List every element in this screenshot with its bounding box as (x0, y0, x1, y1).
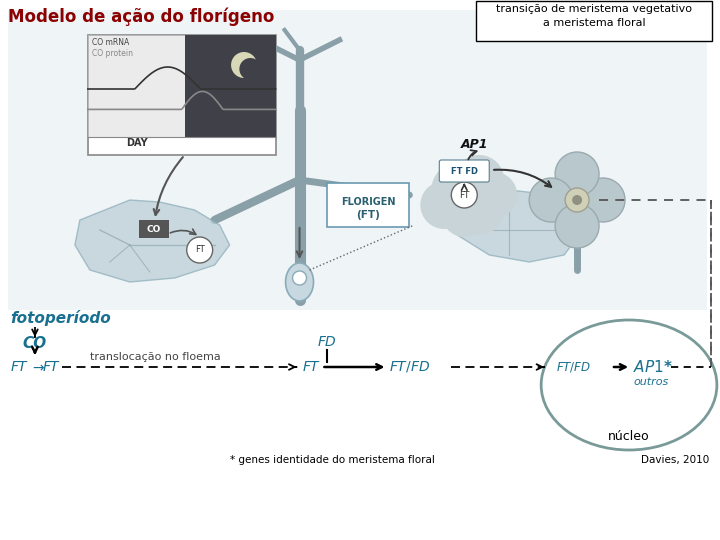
Circle shape (572, 195, 582, 205)
Circle shape (555, 204, 599, 248)
Text: CO protein: CO protein (92, 49, 133, 58)
Circle shape (454, 155, 504, 205)
Circle shape (529, 178, 573, 222)
Text: fotoperíodo: fotoperíodo (10, 310, 111, 326)
Polygon shape (75, 200, 230, 282)
Circle shape (565, 188, 589, 212)
Text: núcleo: núcleo (608, 430, 650, 443)
Circle shape (581, 178, 625, 222)
Text: (FT): (FT) (356, 210, 380, 220)
Text: * genes identidade do meristema floral: * genes identidade do meristema floral (230, 455, 434, 465)
Text: $\it{FT/FD}$: $\it{FT/FD}$ (390, 360, 431, 375)
Text: AP1: AP1 (461, 138, 488, 152)
Text: FT: FT (195, 246, 204, 254)
Circle shape (420, 181, 468, 229)
Polygon shape (449, 190, 579, 262)
Text: Modelo de ação do florígeno: Modelo de ação do florígeno (8, 8, 274, 26)
Text: transição de meristema vegetativo: transição de meristema vegetativo (496, 4, 692, 14)
Text: CO: CO (22, 335, 46, 350)
Text: FLORIGEN: FLORIGEN (341, 197, 396, 207)
Text: FT: FT (459, 191, 469, 199)
Circle shape (454, 185, 504, 235)
Circle shape (239, 58, 261, 80)
Circle shape (292, 271, 307, 285)
FancyBboxPatch shape (439, 160, 489, 182)
Ellipse shape (541, 320, 717, 450)
Circle shape (431, 162, 487, 218)
Circle shape (555, 152, 599, 196)
FancyBboxPatch shape (328, 183, 410, 227)
Text: $\it{FD}$: $\it{FD}$ (318, 335, 338, 349)
Ellipse shape (286, 263, 313, 301)
Text: $\it{FT/FD}$: $\it{FT/FD}$ (556, 360, 591, 374)
Circle shape (472, 172, 517, 218)
Text: a meristema floral: a meristema floral (543, 18, 645, 28)
Text: $\it{FT}$: $\it{FT}$ (302, 360, 321, 374)
Text: $\it{AP1}$*: $\it{AP1}$* (633, 359, 672, 375)
Text: Davies, 2010: Davies, 2010 (641, 455, 709, 465)
FancyBboxPatch shape (139, 220, 168, 238)
Text: $\it{FT}$: $\it{FT}$ (10, 360, 30, 374)
Circle shape (186, 237, 212, 263)
Text: $\it{FT}$: $\it{FT}$ (42, 360, 61, 374)
Text: CO mRNA: CO mRNA (92, 38, 129, 47)
Circle shape (442, 193, 486, 237)
Text: NIGHT: NIGHT (213, 138, 248, 148)
Bar (88, 35, 186, 137)
Text: outros: outros (633, 377, 668, 387)
Bar (8, 10, 707, 310)
Text: DAY: DAY (126, 138, 148, 148)
Circle shape (451, 182, 477, 208)
Text: CO: CO (147, 225, 161, 233)
Text: FT FD: FT FD (451, 166, 478, 176)
FancyBboxPatch shape (476, 1, 712, 41)
Text: translocação no floema: translocação no floema (90, 352, 220, 362)
Bar (186, 35, 276, 137)
Circle shape (231, 52, 257, 78)
Bar (88, 35, 276, 155)
Text: $\rightarrow$: $\rightarrow$ (30, 360, 45, 374)
